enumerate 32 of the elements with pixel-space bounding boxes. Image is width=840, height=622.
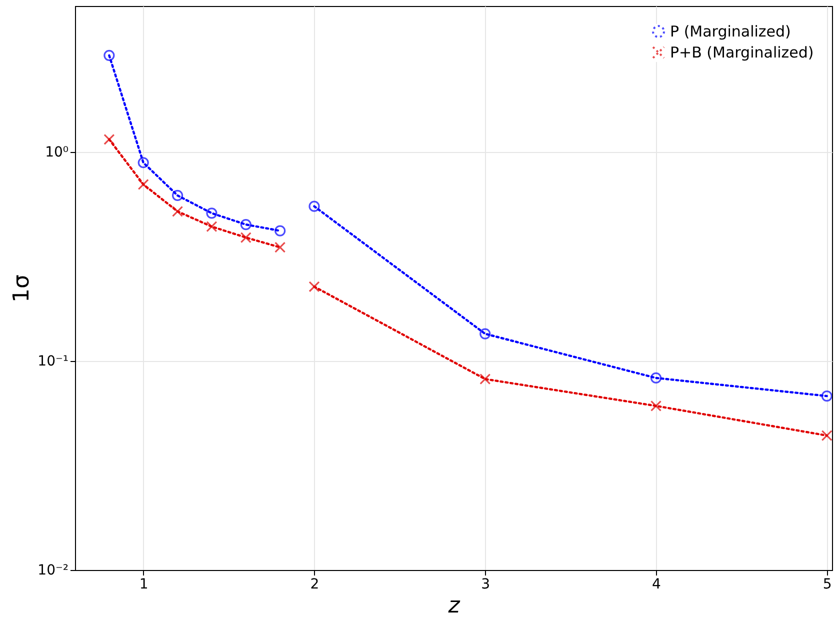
point (480, 374, 491, 385)
legend-label: P+B (Marginalized) (670, 44, 814, 62)
point (821, 390, 832, 402)
point (104, 134, 115, 145)
x-tick-label: 1 (139, 576, 148, 592)
point (172, 206, 184, 217)
point (104, 50, 115, 61)
legend-label: P (Marginalized) (670, 22, 791, 40)
point (480, 328, 491, 340)
point (138, 178, 149, 190)
point (206, 221, 218, 232)
point (274, 242, 286, 253)
y-tick-label: 10⁻¹ (38, 354, 68, 370)
x-axis-title: z (447, 594, 460, 618)
y-axis-title: 1σ (10, 274, 35, 302)
point (650, 400, 662, 412)
point (308, 281, 320, 292)
point (650, 372, 662, 384)
point (206, 208, 218, 219)
x-tick-label: 3 (481, 576, 490, 592)
point (821, 430, 832, 442)
point (274, 225, 286, 236)
x-tick-label: 2 (310, 576, 320, 592)
point (240, 218, 252, 230)
x-tick-label: 4 (652, 576, 662, 592)
point (172, 190, 184, 201)
x-tick-label: 5 (822, 576, 832, 592)
point (308, 200, 320, 212)
point (138, 157, 149, 168)
point (240, 232, 252, 244)
y-tick-label: 10⁻² (38, 562, 68, 578)
y-tick-label: 10⁰ (45, 144, 69, 161)
